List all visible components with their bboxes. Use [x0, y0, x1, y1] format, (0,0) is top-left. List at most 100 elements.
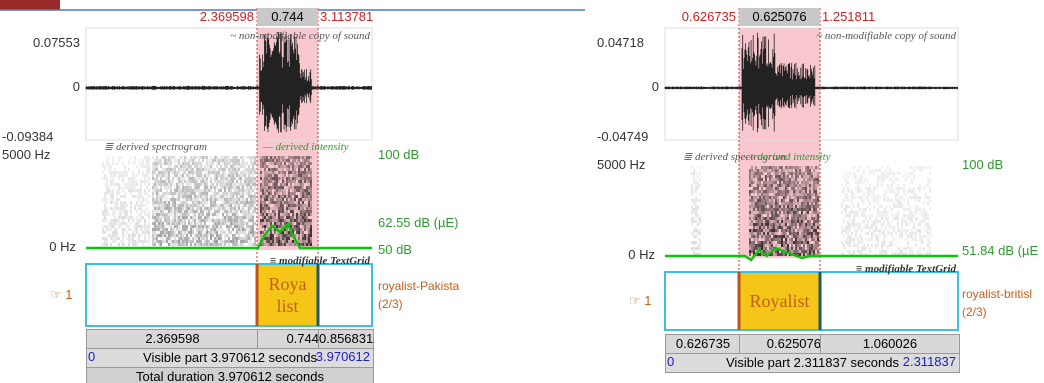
spectrogram-cell [845, 232, 847, 235]
spectrogram-cell [114, 171, 116, 174]
spectrogram-cell [691, 166, 693, 169]
bottom-left: 2.369598 [86, 329, 259, 349]
interval-text: Royalist [739, 290, 820, 312]
spectrogram-cell [863, 214, 865, 217]
spectrogram-cell [106, 243, 108, 246]
spectrogram-cell [765, 202, 767, 205]
spectrogram-cell [296, 231, 298, 234]
spectrogram-cell [176, 213, 178, 216]
spectrogram-cell [915, 235, 917, 238]
spectrogram-cell [897, 190, 899, 193]
spectrogram-cell [174, 219, 176, 222]
spectrogram-cell [248, 177, 250, 180]
spectrogram-cell [288, 213, 290, 216]
spectrogram-cell [885, 169, 887, 172]
spectrogram-cell [807, 187, 809, 190]
spectrogram-cell [803, 226, 805, 229]
spectrogram-cell [799, 241, 801, 244]
spectrogram-cell [290, 171, 292, 174]
spectrogram-cell [240, 180, 242, 183]
spectrogram-cell [811, 187, 813, 190]
spectrogram-cell [276, 240, 278, 243]
spectrogram-cell [803, 196, 805, 199]
spectrogram-cell [198, 231, 200, 234]
spectrogram-cell [891, 199, 893, 202]
spectrogram-cell [845, 229, 847, 232]
spectrogram-cell [140, 192, 142, 195]
spectrogram-cell [803, 181, 805, 184]
spectrogram-cell [244, 174, 246, 177]
spectrogram-cell [779, 241, 781, 244]
spectrogram-cell [240, 210, 242, 213]
spectrogram-cell [813, 226, 815, 229]
spectrogram-cell [887, 217, 889, 220]
spectrogram-cell [154, 234, 156, 237]
spectrogram-cell [138, 189, 140, 192]
spectrogram-cell [268, 156, 270, 159]
spectrogram-cell [262, 204, 264, 207]
spectrogram-cell [114, 174, 116, 177]
spectrogram-cell [693, 208, 695, 211]
spectrogram-cell [807, 169, 809, 172]
spectrogram-cell [306, 207, 308, 210]
spectrogram-cell [787, 208, 789, 211]
spectrogram-cell [284, 177, 286, 180]
spectrogram-cell [140, 186, 142, 189]
spectrogram-cell [194, 243, 196, 246]
spectrogram-cell [134, 177, 136, 180]
spectrogram-cell [224, 243, 226, 246]
spectrogram-cell [266, 195, 268, 198]
spectrogram-cell [753, 241, 755, 244]
spectrogram-cell [859, 250, 861, 253]
spectrogram-cell [184, 195, 186, 198]
spectrogram-cell [915, 166, 917, 169]
spectrogram-cell [194, 213, 196, 216]
spectrogram-cell [134, 204, 136, 207]
spectrogram-cell [753, 199, 755, 202]
spectrogram-cell [174, 192, 176, 195]
spectrogram-cell [891, 181, 893, 184]
spectrogram-cell [234, 219, 236, 222]
spectrogram-cell [218, 180, 220, 183]
spectrogram-cell [278, 192, 280, 195]
spectrogram-cell [877, 199, 879, 202]
spectrogram-cell [292, 156, 294, 159]
spectrogram-cell [877, 202, 879, 205]
spectrogram-cell [783, 208, 785, 211]
spectrogram-cell [196, 174, 198, 177]
spectrogram-cell [777, 169, 779, 172]
spectrogram-cell [108, 228, 110, 231]
spectrogram-cell [112, 240, 114, 243]
spectrogram-cell [192, 219, 194, 222]
tier-name: royalist-Pakista [378, 277, 459, 295]
spectrogram-cell [172, 171, 174, 174]
spectrogram-cell [146, 225, 148, 228]
spectrogram-cell [901, 250, 903, 253]
spectrogram-cell [879, 229, 881, 232]
spectrogram-cell [148, 243, 150, 246]
spectrogram-cell [156, 165, 158, 168]
spectrogram-cell [294, 204, 296, 207]
spectrogram-cell [763, 202, 765, 205]
spectrogram-cell [180, 240, 182, 243]
spectrogram-cell [180, 204, 182, 207]
spectrogram-cell [867, 223, 869, 226]
spectrogram-cell [122, 174, 124, 177]
spectrogram-cell [260, 204, 262, 207]
spectrogram-cell [264, 192, 266, 195]
spectrogram-cell [763, 217, 765, 220]
spectrogram-cell [118, 177, 120, 180]
spectrogram-cell [270, 231, 272, 234]
spectrogram-cell [765, 223, 767, 226]
spectrogram-cell [815, 199, 817, 202]
spectrogram-cell [769, 211, 771, 214]
spectrogram-cell [763, 211, 765, 214]
spectrogram-cell [166, 183, 168, 186]
spectrogram-cell [288, 234, 290, 237]
spectrogram-cell [815, 172, 817, 175]
spectrogram-cell [250, 168, 252, 171]
spectrogram-cell [791, 241, 793, 244]
spectrogram-cell [871, 169, 873, 172]
spectrogram-cell [220, 225, 222, 228]
visible-start: 0 [88, 348, 95, 366]
